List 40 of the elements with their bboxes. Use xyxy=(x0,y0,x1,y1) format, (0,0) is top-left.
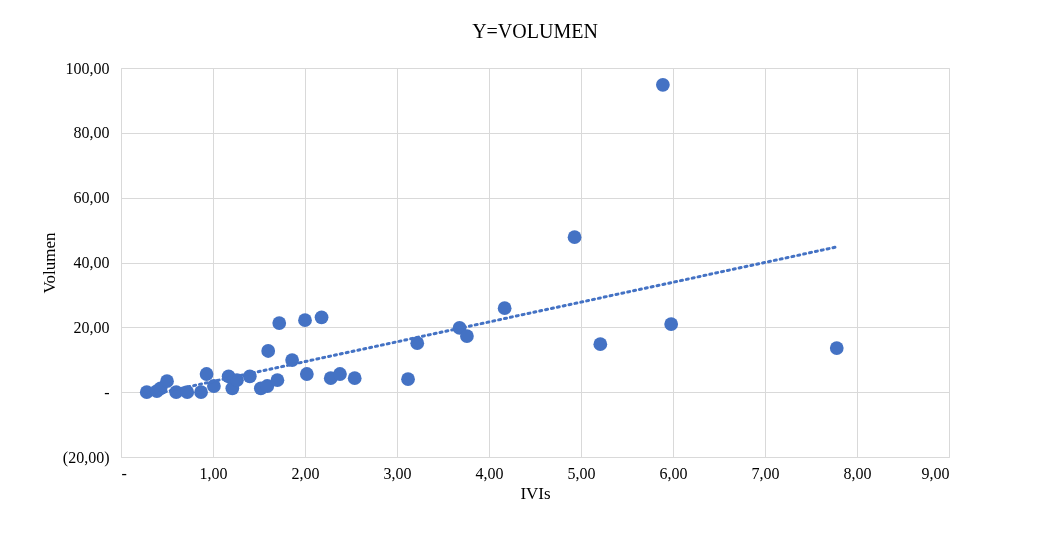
point xyxy=(160,374,174,389)
point xyxy=(333,367,347,381)
y-tick-label: - xyxy=(104,383,110,401)
x-tick-label: 2,00 xyxy=(291,464,320,482)
x-tick-label: 1,00 xyxy=(199,464,228,482)
x-tick-label: 3,00 xyxy=(383,464,412,482)
x-axis-title: IVIs xyxy=(520,483,551,503)
y-tick-label: 40,00 xyxy=(73,254,110,271)
y-tick-label: 20,00 xyxy=(73,318,110,336)
point xyxy=(593,337,608,352)
chart-title: Y=VOLUMEN xyxy=(472,20,598,42)
point xyxy=(272,316,287,330)
x-tick-label: 8,00 xyxy=(843,464,872,482)
y-tick-label: (20,00) xyxy=(62,448,110,467)
point xyxy=(497,301,512,316)
point xyxy=(664,317,679,331)
x-tick-label: 4,00 xyxy=(475,464,504,482)
x-tick-label: 7,00 xyxy=(751,464,780,482)
x-tick-label: - xyxy=(121,464,127,482)
x-tick-label: 5,00 xyxy=(567,464,596,482)
point xyxy=(460,329,474,343)
x-tick-label: 9,00 xyxy=(921,464,950,482)
point xyxy=(299,367,314,381)
point xyxy=(270,373,285,388)
point xyxy=(567,230,582,245)
point xyxy=(314,310,329,325)
point xyxy=(261,344,276,358)
x-tick-label: 6,00 xyxy=(659,464,688,482)
y-tick-label: 100,00 xyxy=(65,59,110,77)
point xyxy=(655,77,670,92)
point xyxy=(347,371,362,386)
point xyxy=(260,379,275,393)
y-tick-label: 60,00 xyxy=(73,189,110,207)
point xyxy=(401,372,415,387)
point xyxy=(194,385,208,400)
point xyxy=(298,313,312,328)
y-tick-label: 80,00 xyxy=(73,124,110,142)
point xyxy=(199,367,214,381)
y-axis-title: Volumen xyxy=(39,231,59,294)
point xyxy=(829,341,844,355)
